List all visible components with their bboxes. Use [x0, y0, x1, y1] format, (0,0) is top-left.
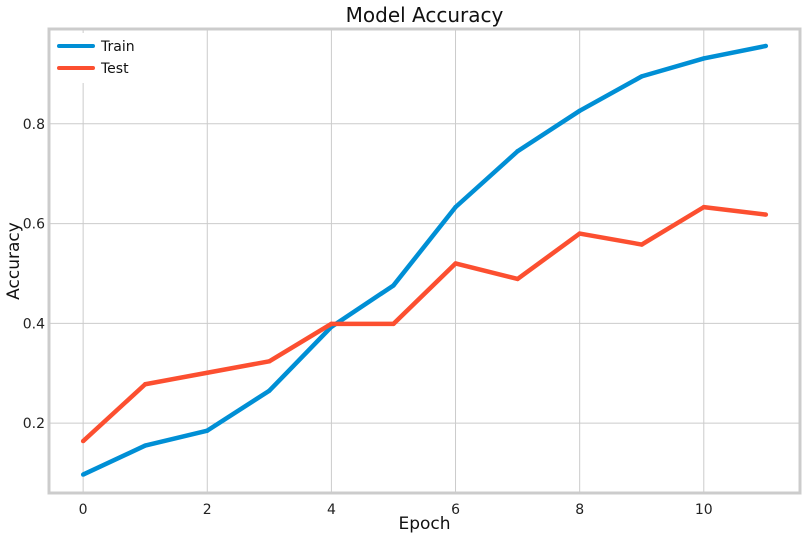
data-point-test [267, 359, 272, 364]
data-point-test [639, 242, 644, 247]
legend: Train Test [53, 33, 143, 83]
data-point-test [515, 276, 520, 282]
legend-box [53, 33, 143, 83]
data-point-train [143, 443, 148, 448]
data-point-train [577, 108, 582, 114]
plot-frame [47, 27, 802, 495]
legend-label-test: Test [100, 61, 129, 77]
x-tick-label: 6 [451, 502, 460, 518]
data-point-test [453, 261, 458, 266]
x-axis-title: Epoch [398, 514, 450, 534]
data-point-test [329, 321, 334, 327]
data-point-test [205, 370, 210, 375]
data-point-train [205, 428, 210, 433]
series-lines [80, 43, 769, 477]
data-point-test [577, 231, 582, 236]
data-point-test [391, 321, 396, 327]
plot-background [49, 29, 800, 493]
y-tick-label: 0.6 [23, 217, 45, 233]
data-point-train [515, 149, 520, 154]
grid [49, 29, 800, 493]
x-tick-label: 4 [327, 502, 336, 518]
series-line-test [81, 204, 767, 443]
y-tick-label: 0.2 [23, 416, 45, 432]
x-tick-label: 0 [79, 502, 88, 518]
x-tick-label: 2 [203, 502, 212, 518]
data-point-train [267, 388, 272, 393]
y-tick-label: 0.4 [23, 316, 45, 332]
data-point-test [143, 382, 148, 387]
x-tick-label: 8 [575, 502, 584, 518]
data-point-train [453, 204, 458, 210]
data-point-train [639, 74, 644, 79]
x-tick-label: 10 [695, 502, 713, 518]
data-point-train [701, 56, 706, 61]
tick-labels: 0 2 4 6 8 10 0.2 0.4 0.6 0.8 [23, 117, 713, 518]
y-tick-label: 0.8 [23, 117, 45, 133]
series-line-train [82, 43, 767, 477]
legend-label-train: Train [100, 39, 135, 55]
data-point-test [701, 204, 706, 210]
data-point-train [763, 43, 769, 49]
data-point-train [80, 472, 86, 477]
data-point-test [80, 438, 86, 444]
data-point-train [391, 283, 396, 288]
data-point-test [763, 212, 769, 217]
y-axis-title: Accuracy [4, 222, 24, 300]
chart-title: Model Accuracy [346, 3, 504, 27]
